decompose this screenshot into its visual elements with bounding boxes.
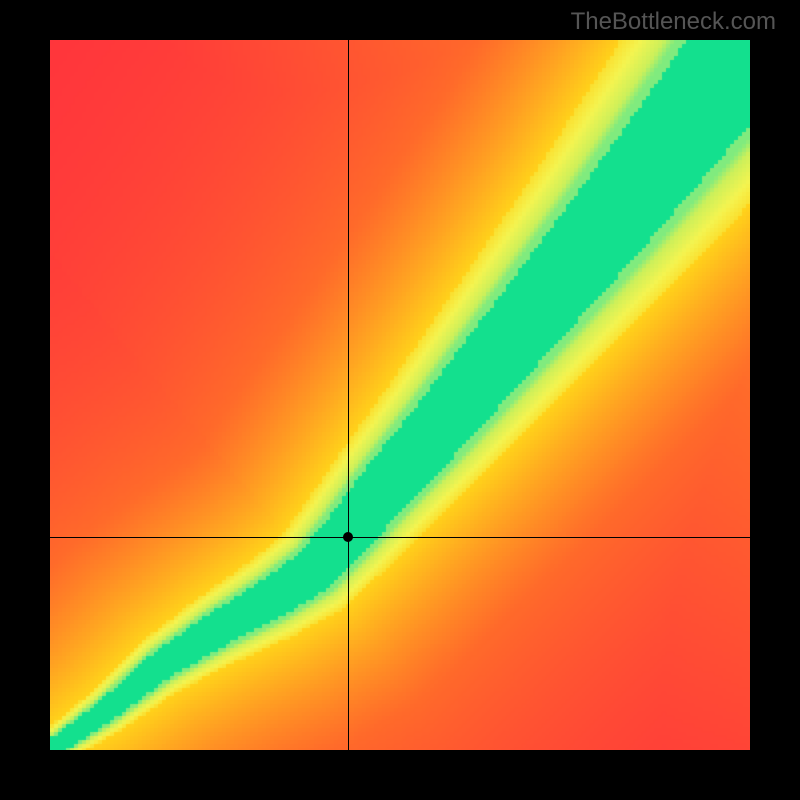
- crosshair-vertical: [348, 40, 349, 750]
- heatmap-canvas: [50, 40, 750, 750]
- watermark: TheBottleneck.com: [571, 8, 776, 36]
- crosshair-marker: [343, 532, 353, 542]
- chart-container: TheBottleneck.com: [0, 0, 800, 800]
- crosshair-horizontal: [50, 537, 750, 538]
- plot-area: [50, 40, 750, 750]
